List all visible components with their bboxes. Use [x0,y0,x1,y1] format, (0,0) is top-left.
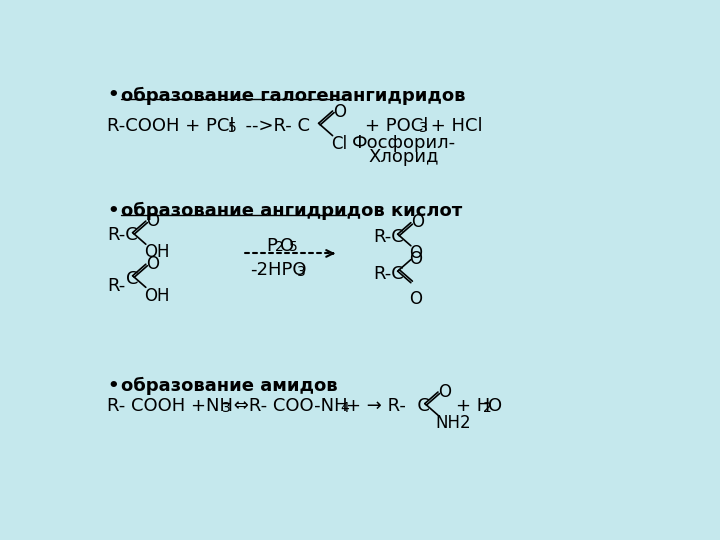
Text: 5: 5 [289,240,298,254]
Text: O: O [409,251,423,268]
Text: Хлорид: Хлорид [369,148,439,166]
Text: 4: 4 [341,401,349,415]
Text: O: O [488,397,503,415]
Text: образование амидов: образование амидов [121,377,338,395]
Text: R-: R- [107,278,125,295]
Text: OH: OH [144,287,170,305]
Text: O: O [411,213,424,232]
Text: NH2: NH2 [436,414,472,433]
Text: 3: 3 [297,265,306,279]
Text: образование галогенангидридов: образование галогенангидридов [121,86,466,105]
Text: 2: 2 [483,401,492,415]
Text: образование ангидридов кислот: образование ангидридов кислот [121,202,462,220]
Text: + POCl: + POCl [365,117,428,135]
Text: Фосфорил-: Фосфорил- [352,134,456,152]
Text: R-C: R-C [107,226,138,245]
Text: R-C: R-C [373,228,404,246]
Text: + HCl: + HCl [425,117,482,135]
Text: O: O [409,244,423,262]
Text: + H: + H [456,397,490,415]
Text: + → R-  C: + → R- C [346,397,430,415]
Text: O: O [438,383,451,401]
Text: 3: 3 [419,121,428,135]
Text: 3: 3 [222,401,230,415]
Text: R-C: R-C [373,265,404,283]
Text: O: O [280,237,294,254]
Text: O: O [409,289,423,308]
Text: R- COOH +NH: R- COOH +NH [107,397,233,415]
Text: R-COOH + PCl: R-COOH + PCl [107,117,235,135]
Text: Cl: Cl [331,135,347,153]
Text: -2HPO: -2HPO [250,261,306,279]
Text: ⇔R- COO-NH: ⇔R- COO-NH [228,397,348,415]
Text: •: • [107,86,119,104]
Text: O: O [145,255,159,273]
Text: OH: OH [144,244,170,261]
Text: •: • [107,202,119,220]
Text: O: O [333,103,346,120]
Text: P: P [266,237,278,254]
Text: 2: 2 [275,240,284,254]
Text: O: O [145,212,159,230]
Text: C: C [126,269,138,288]
Text: 5: 5 [228,121,237,135]
Text: •: • [107,377,119,395]
Text: -->R- C: -->R- C [234,117,310,135]
